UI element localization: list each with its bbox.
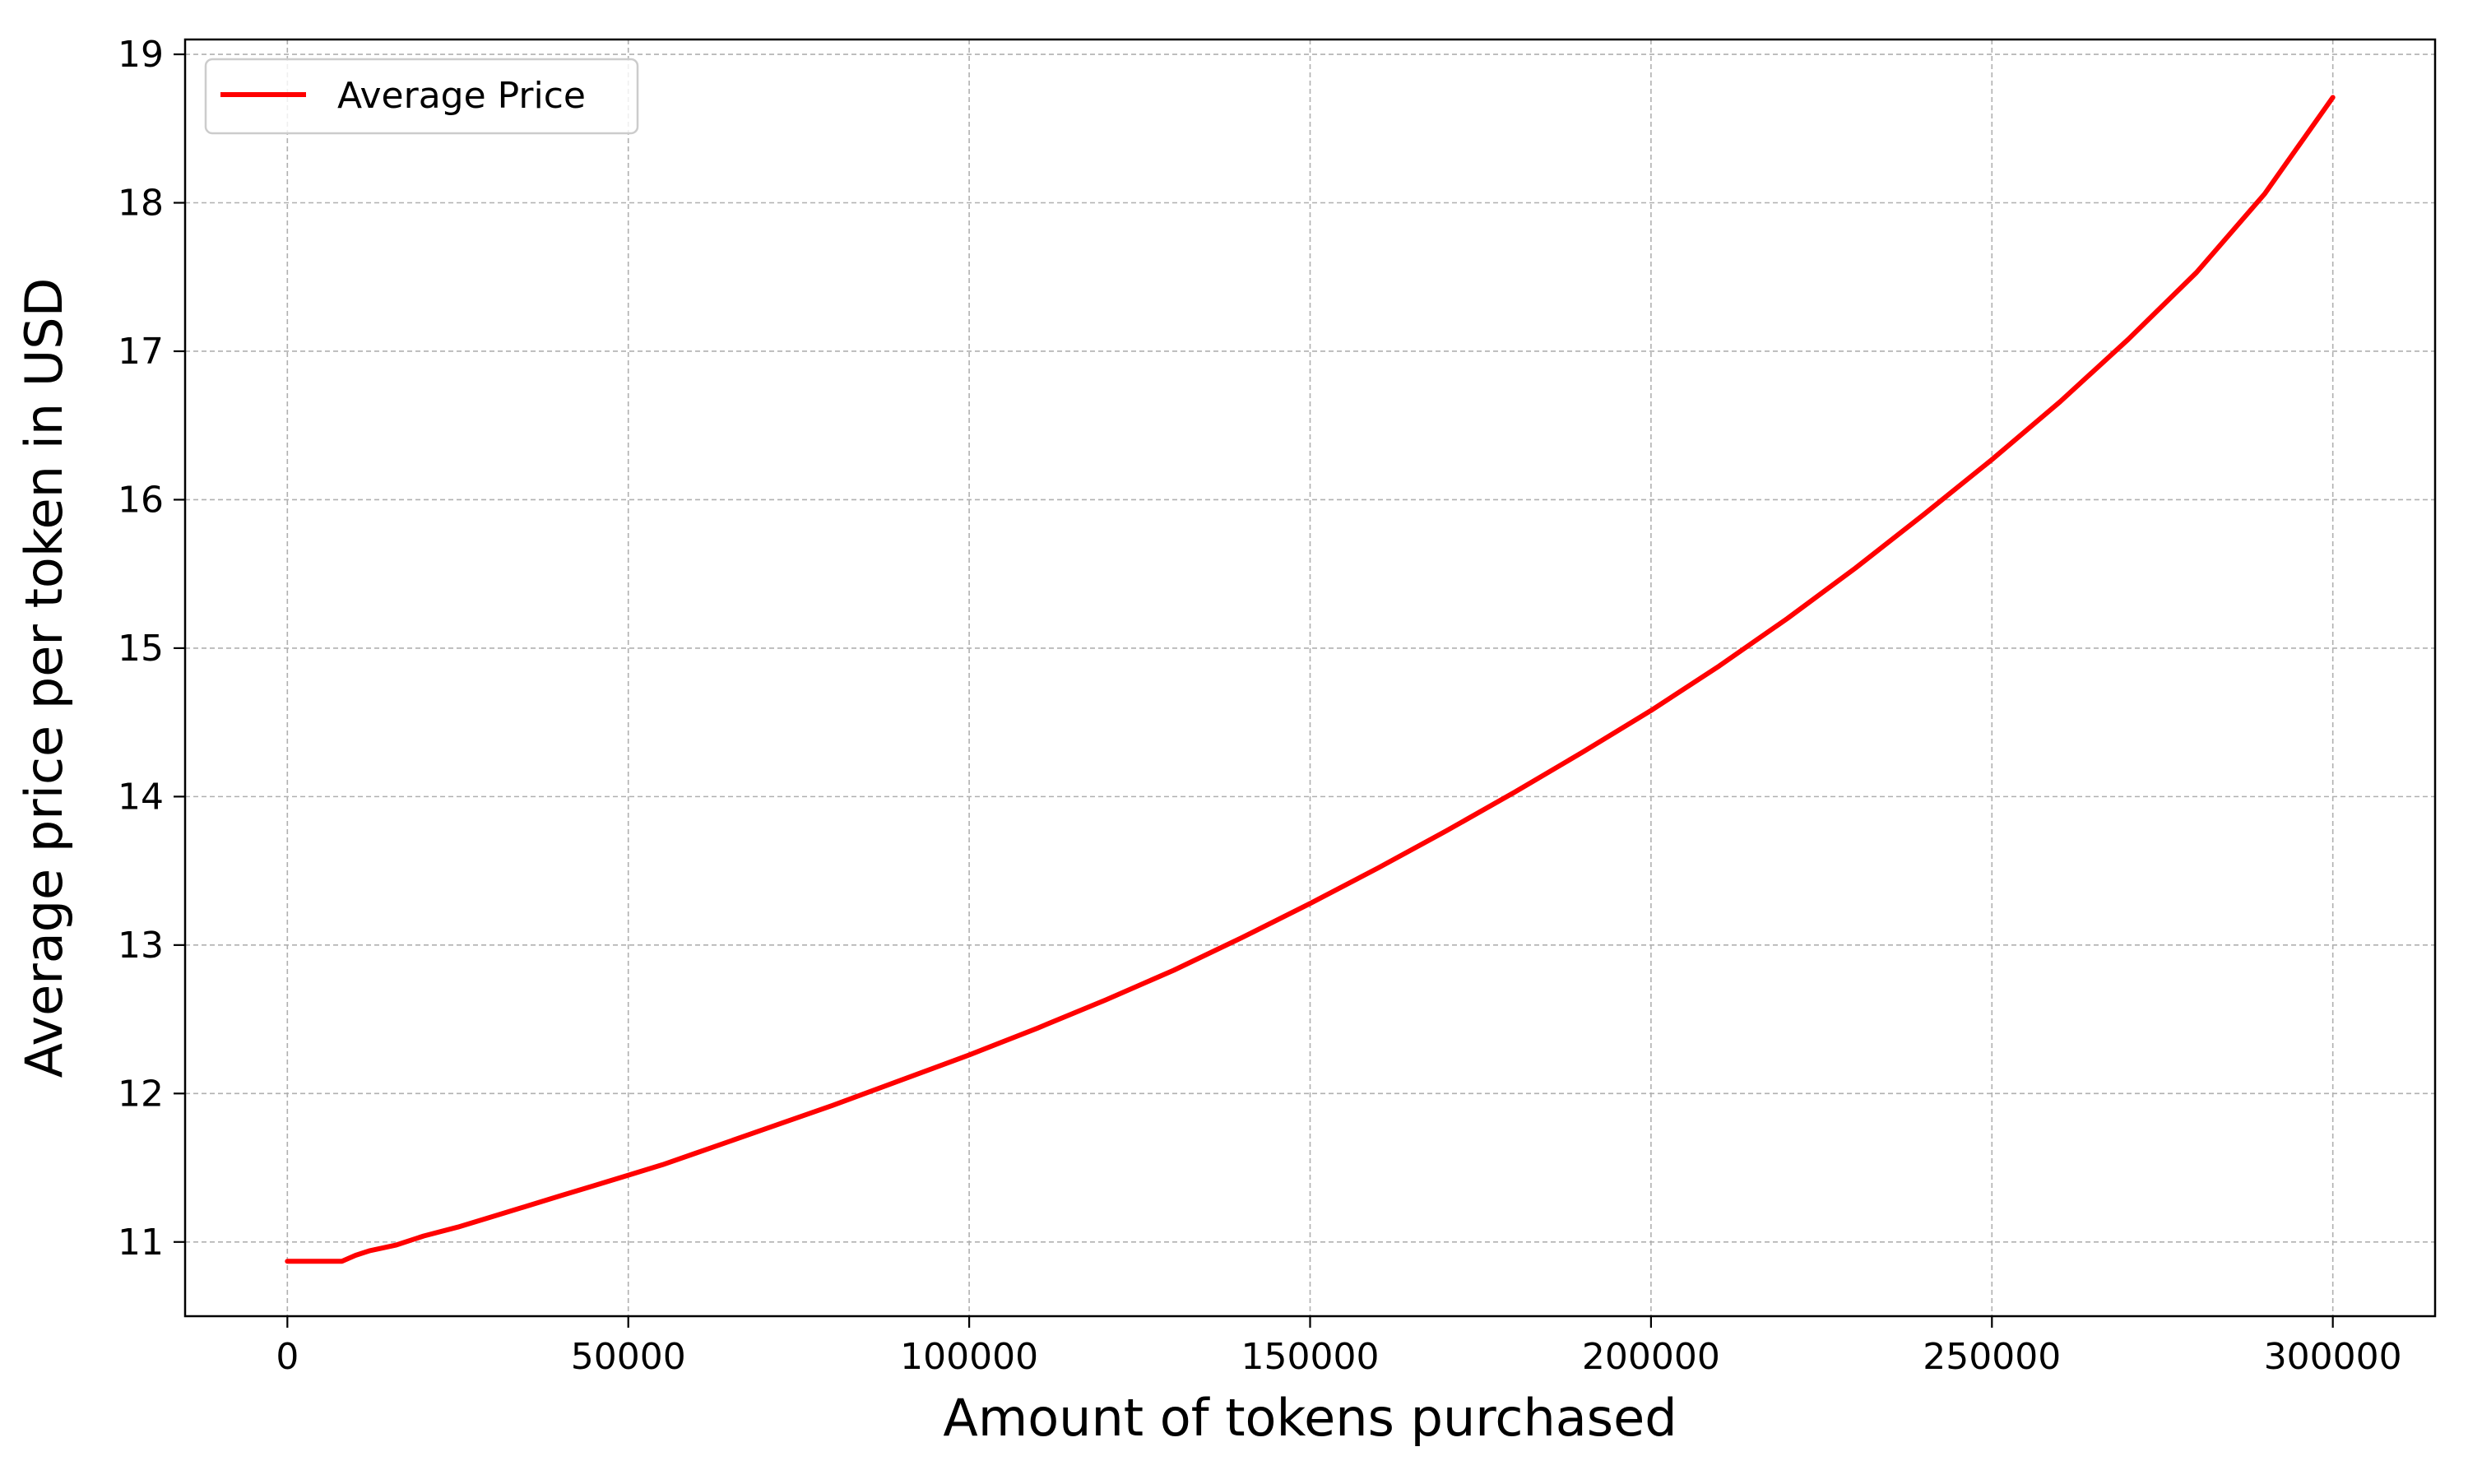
y-tick-label: 16 — [118, 479, 164, 521]
x-tick-label: 100000 — [900, 1336, 1038, 1378]
x-tick-label: 300000 — [2264, 1336, 2402, 1378]
y-tick-label: 14 — [118, 776, 164, 818]
x-axis: 0 50000 100000 150000 200000 250000 300000 — [276, 1316, 2402, 1378]
x-tick-label: 0 — [276, 1336, 299, 1378]
y-tick-label: 12 — [118, 1073, 164, 1115]
y-tick-label: 11 — [118, 1222, 164, 1264]
y-axis-label: Average price per token in USD — [14, 278, 74, 1078]
y-tick-label: 17 — [118, 331, 164, 373]
y-axis: 11 12 13 14 15 16 17 18 19 — [118, 34, 185, 1264]
x-tick-label: 250000 — [1923, 1336, 2061, 1378]
x-tick-label: 200000 — [1582, 1336, 1720, 1378]
series-layer — [285, 95, 2336, 1264]
legend-box — [204, 58, 639, 135]
series-line-average-price — [285, 95, 2336, 1264]
y-tick-label: 19 — [118, 34, 164, 76]
x-axis-label: Amount of tokens purchased — [943, 1388, 1677, 1448]
legend-entry-average-price: Average Price — [337, 75, 586, 117]
grid — [185, 39, 2435, 1316]
x-tick-label: 50000 — [571, 1336, 686, 1378]
y-tick-label: 13 — [118, 925, 164, 967]
y-tick-label: 18 — [118, 183, 164, 225]
legend: Average Price — [204, 58, 639, 135]
x-tick-label: 150000 — [1241, 1336, 1380, 1378]
y-tick-label: 15 — [118, 628, 164, 670]
